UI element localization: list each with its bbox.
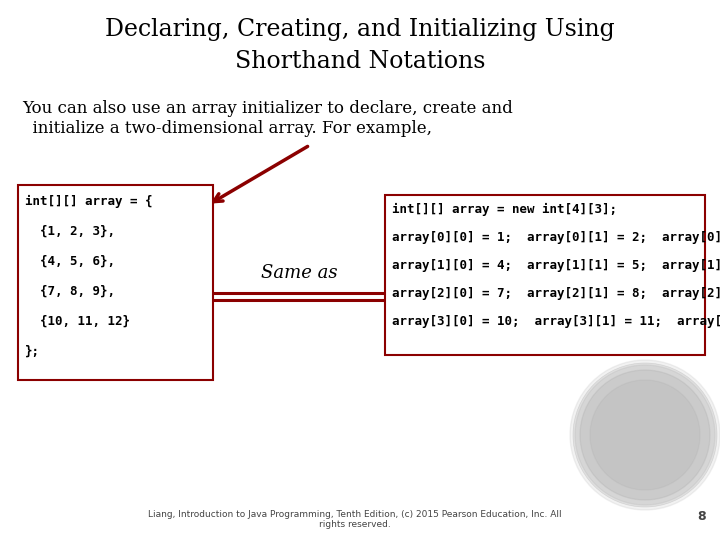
Text: {10, 11, 12}: {10, 11, 12} [25,315,130,328]
Text: {7, 8, 9},: {7, 8, 9}, [25,285,115,298]
Text: You can also use an array initializer to declare, create and: You can also use an array initializer to… [22,100,513,117]
Text: Declaring, Creating, and Initializing Using: Declaring, Creating, and Initializing Us… [105,18,615,41]
Text: };: }; [25,345,40,358]
Text: 8: 8 [698,510,706,523]
Circle shape [575,365,715,505]
Text: {4, 5, 6},: {4, 5, 6}, [25,255,115,268]
Circle shape [570,360,720,510]
Text: array[0][0] = 1;  array[0][1] = 2;  array[0][2] = 3;: array[0][0] = 1; array[0][1] = 2; array[… [392,231,720,244]
Bar [18,185,213,380]
Text: Liang, Introduction to Java Programming, Tenth Edition, (c) 2015 Pearson Educati: Liang, Introduction to Java Programming,… [148,510,562,529]
Circle shape [580,370,710,500]
Text: Shorthand Notations: Shorthand Notations [235,50,485,73]
Text: {1, 2, 3},: {1, 2, 3}, [25,225,115,238]
Circle shape [590,380,700,490]
Text: initialize a two-dimensional array. For example,: initialize a two-dimensional array. For … [22,120,432,137]
Circle shape [573,363,717,507]
Text: Same as: Same as [261,264,337,281]
Text: array[2][0] = 7;  array[2][1] = 8;  array[2][2] = 9;: array[2][0] = 7; array[2][1] = 8; array[… [392,287,720,300]
Text: int[][] array = new int[4][3];: int[][] array = new int[4][3]; [392,203,617,216]
Text: int[][] array = {: int[][] array = { [25,195,153,208]
Text: array[3][0] = 10;  array[3][1] = 11;  array[3][2] = 12;: array[3][0] = 10; array[3][1] = 11; arra… [392,315,720,328]
Bar [385,195,705,355]
Text: array[1][0] = 4;  array[1][1] = 5;  array[1][2] = 6;: array[1][0] = 4; array[1][1] = 5; array[… [392,259,720,272]
